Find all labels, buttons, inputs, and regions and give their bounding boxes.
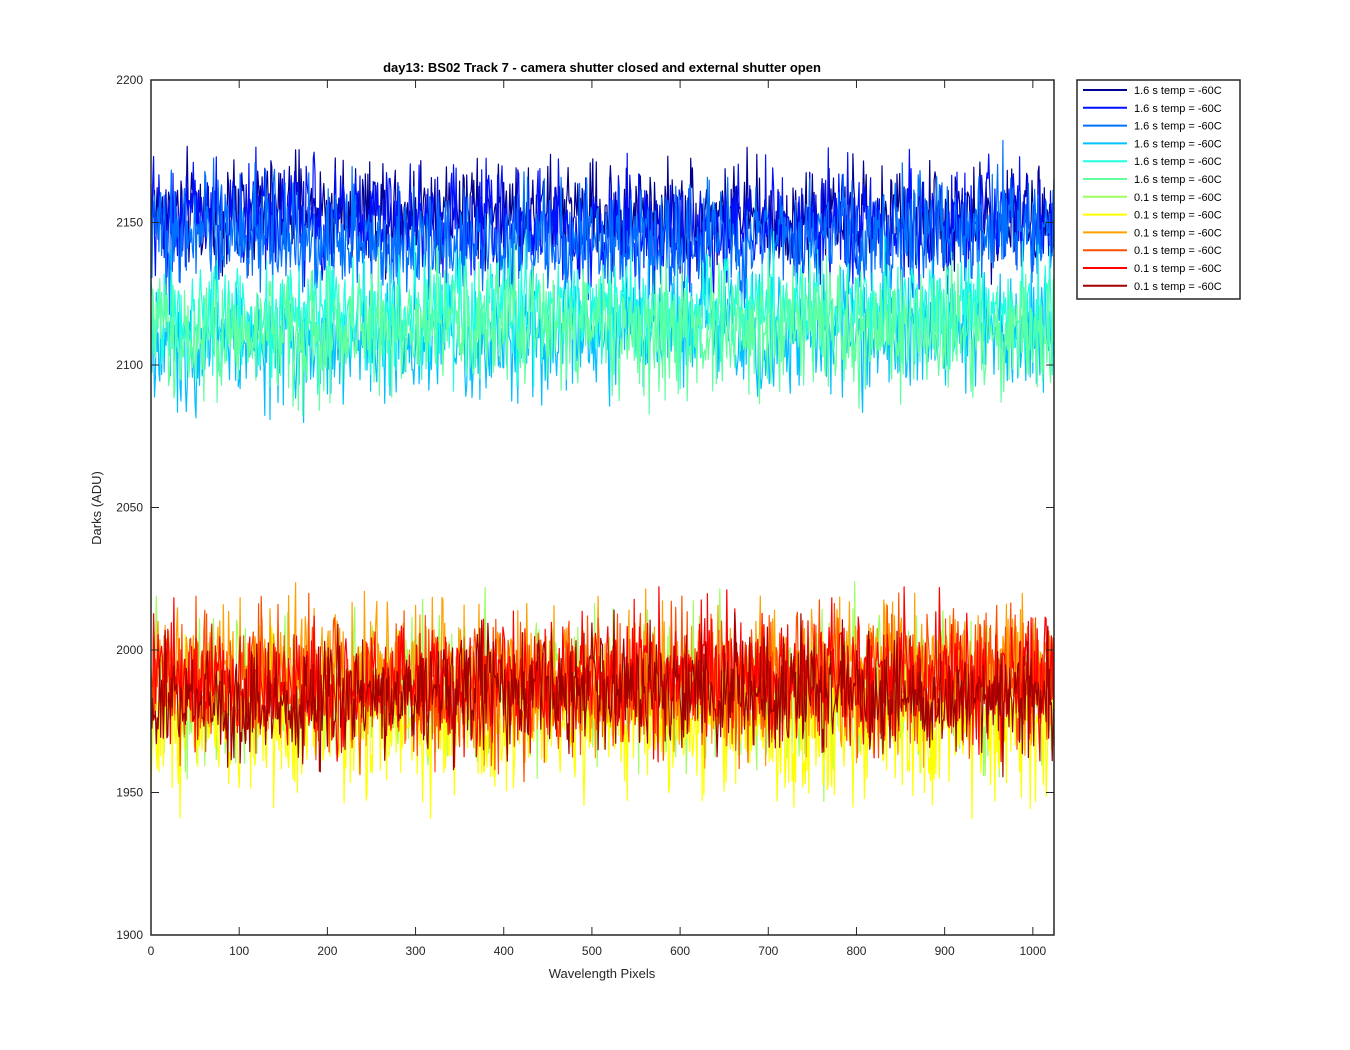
y-tick-label: 2000 <box>116 643 143 657</box>
x-axis-label: Wavelength Pixels <box>549 966 656 981</box>
legend-label: 0.1 s temp = -60C <box>1134 281 1222 293</box>
legend-label: 1.6 s temp = -60C <box>1134 174 1222 186</box>
legend-label: 1.6 s temp = -60C <box>1134 103 1222 115</box>
y-tick-label: 2150 <box>116 216 143 230</box>
x-tick-label: 700 <box>758 944 778 958</box>
chart-title: day13: BS02 Track 7 - camera shutter clo… <box>383 60 821 75</box>
x-tick-label: 100 <box>229 944 249 958</box>
series-line-12 <box>150 609 1055 778</box>
x-tick-label: 400 <box>494 944 514 958</box>
x-axis: 0 100 200 300 400 500 600 700 800 900 1000 <box>148 80 1047 958</box>
y-tick-label: 1950 <box>116 786 143 800</box>
y-axis: 1900 1950 2000 2050 2100 2150 2200 <box>116 73 1054 942</box>
legend-label: 0.1 s temp = -60C <box>1134 227 1222 239</box>
y-tick-label: 2200 <box>116 73 143 87</box>
legend: 1.6 s temp = -60C 1.6 s temp = -60C 1.6 s … <box>1076 79 1241 300</box>
x-tick-label: 300 <box>406 944 426 958</box>
series-line-3 <box>150 139 1055 318</box>
legend-label: 0.1 s temp = -60C <box>1134 245 1222 257</box>
legend-label: 1.6 s temp = -60C <box>1134 121 1222 133</box>
series-layer <box>150 139 1055 820</box>
x-tick-label: 200 <box>317 944 337 958</box>
y-tick-label: 1900 <box>116 928 143 942</box>
x-tick-label: 900 <box>935 944 955 958</box>
x-tick-label: 500 <box>582 944 602 958</box>
x-tick-label: 1000 <box>1019 944 1046 958</box>
x-tick-label: 600 <box>670 944 690 958</box>
legend-box <box>1076 79 1241 300</box>
series-line-10 <box>150 592 1055 783</box>
legend-label: 0.1 s temp = -60C <box>1134 192 1222 204</box>
legend-label: 0.1 s temp = -60C <box>1134 210 1222 222</box>
legend-label: 1.6 s temp = -60C <box>1134 156 1222 168</box>
x-tick-label: 800 <box>846 944 866 958</box>
series-line-6 <box>150 243 1055 417</box>
legend-label: 1.6 s temp = -60C <box>1134 138 1222 150</box>
legend-label: 1.6 s temp = -60C <box>1134 85 1222 97</box>
y-axis-label: Darks (ADU) <box>89 471 104 545</box>
y-tick-label: 2050 <box>116 501 143 515</box>
x-tick-label: 0 <box>148 944 155 958</box>
y-tick-label: 2100 <box>116 358 143 372</box>
legend-label: 0.1 s temp = -60C <box>1134 263 1222 275</box>
